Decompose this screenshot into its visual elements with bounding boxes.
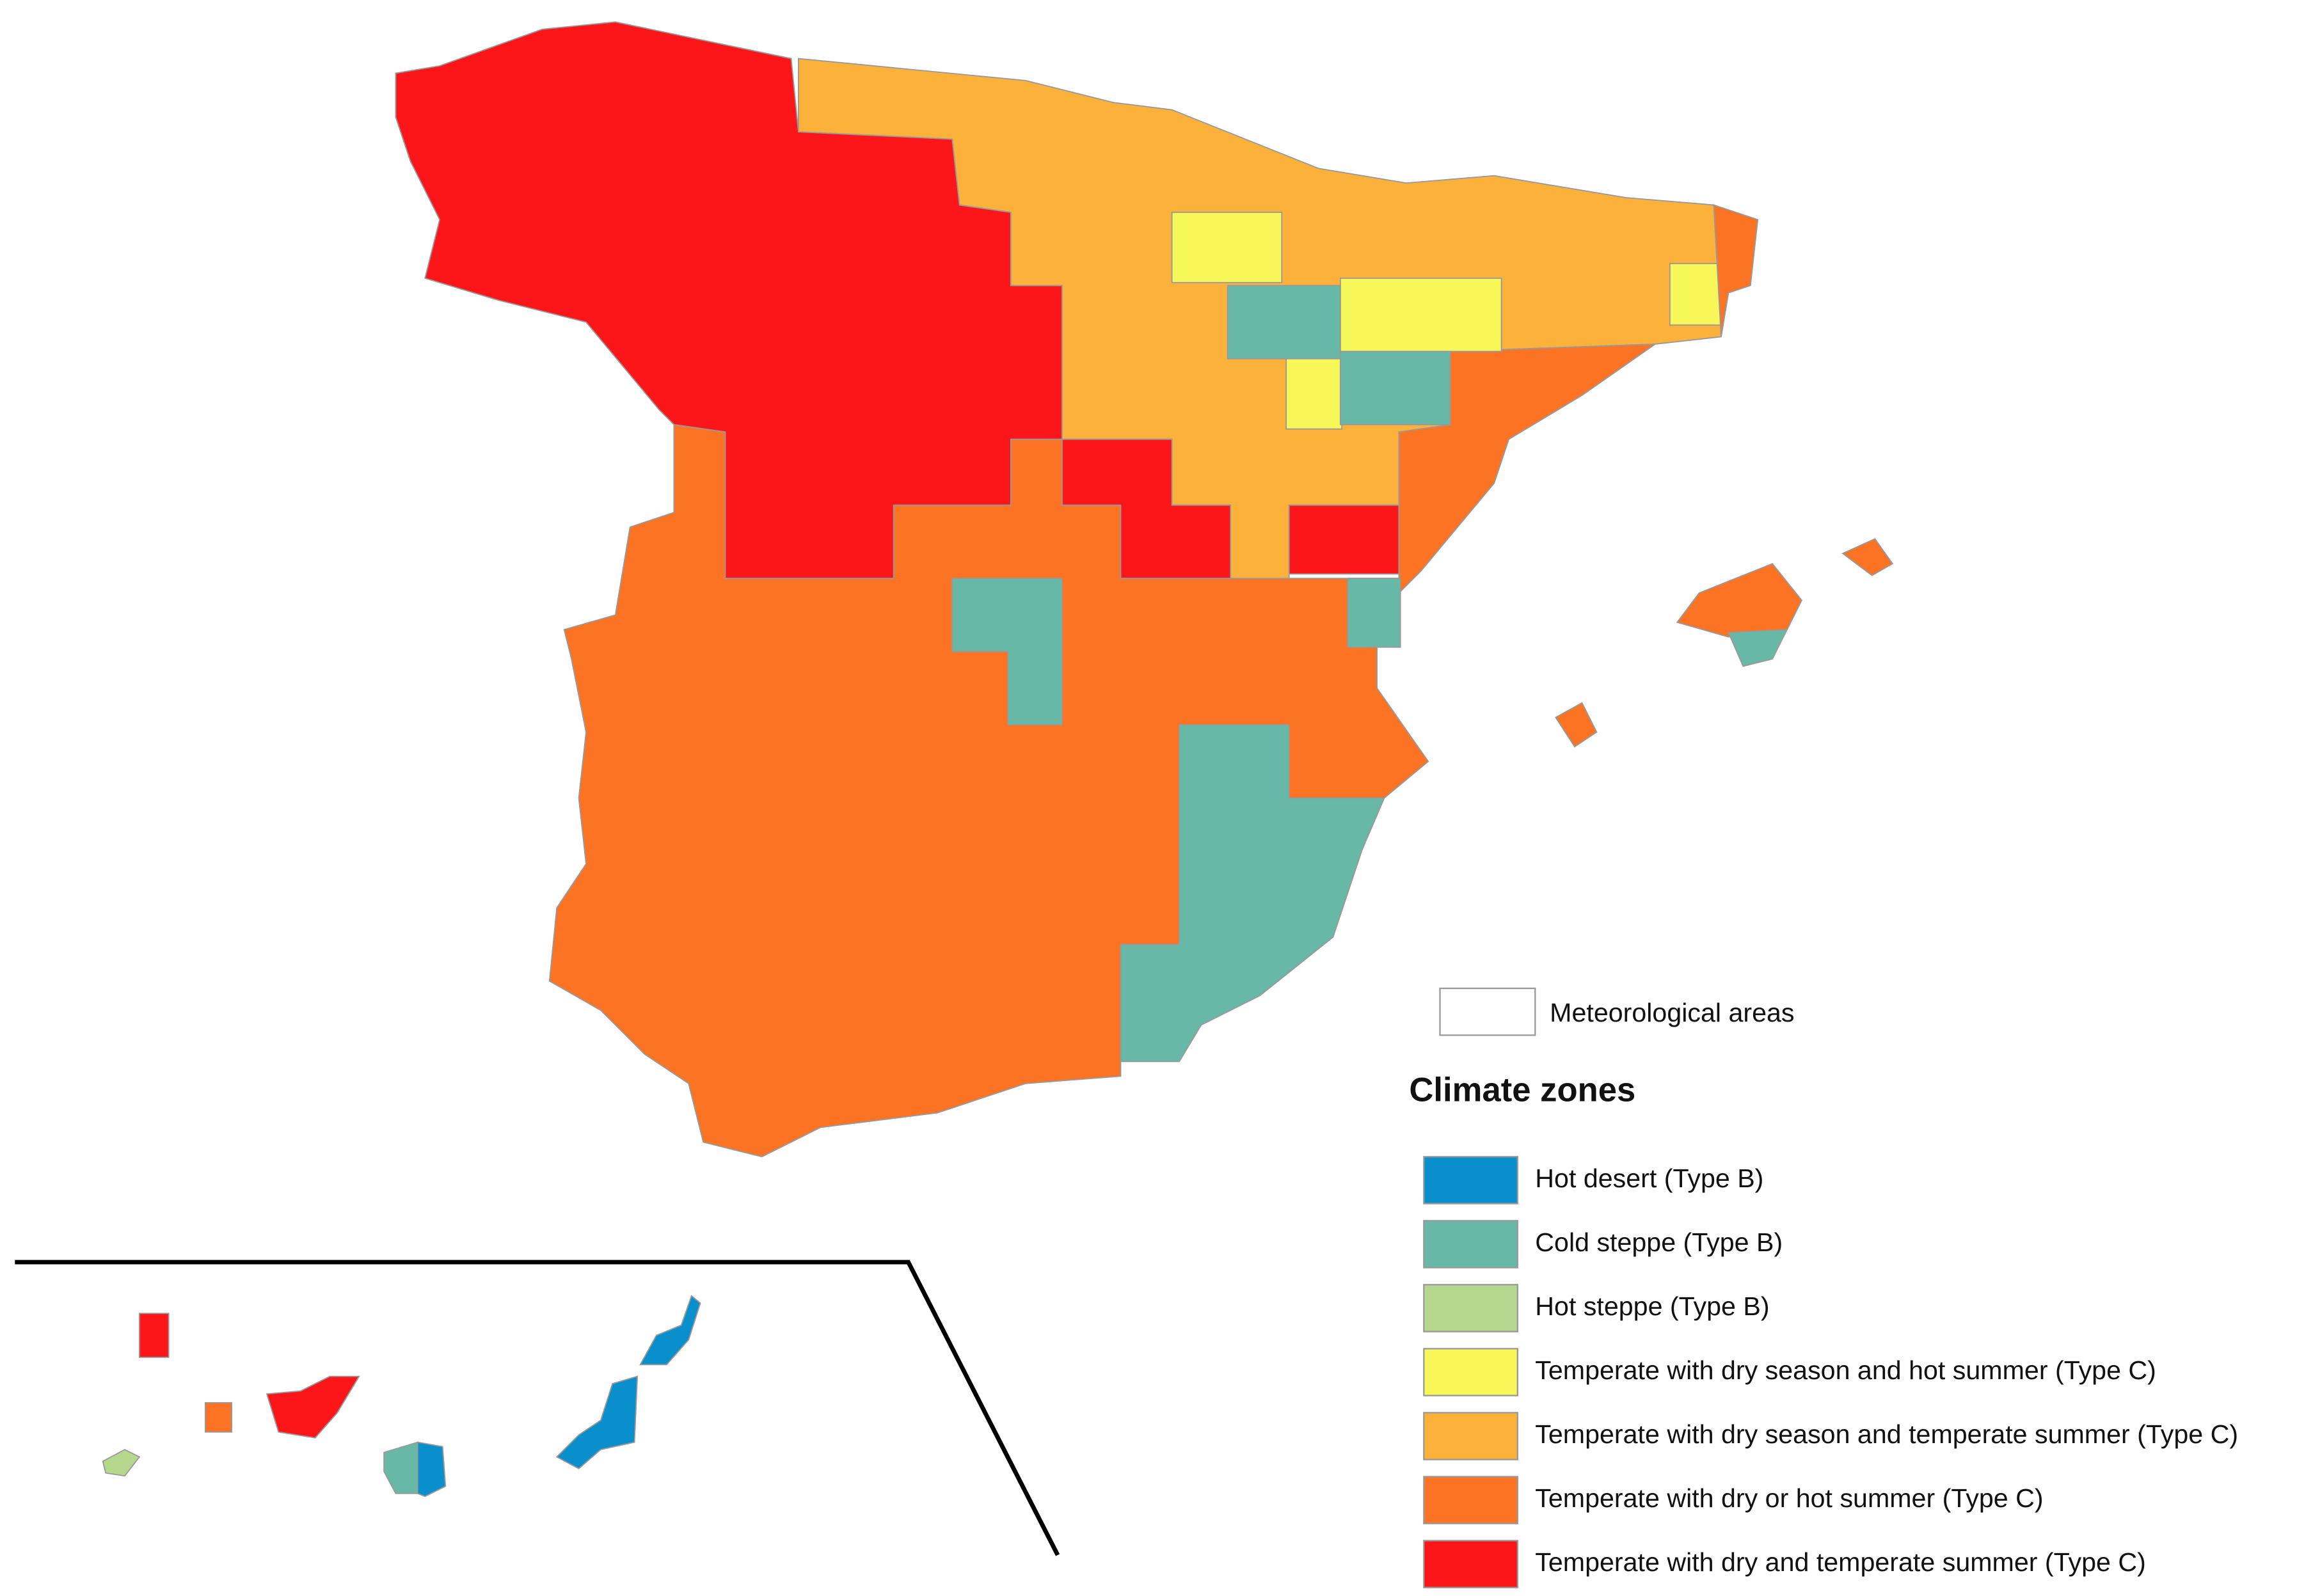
region <box>138 1313 170 1358</box>
region <box>102 1449 141 1477</box>
region <box>204 1402 233 1433</box>
region <box>383 1441 418 1494</box>
boundary-swatch <box>1439 987 1536 1036</box>
map-regions <box>102 21 1894 1497</box>
region <box>1669 263 1722 326</box>
region <box>1288 504 1400 575</box>
region <box>1339 351 1451 425</box>
region <box>951 578 1063 725</box>
region <box>1285 355 1343 430</box>
legend-label: Temperate with dry season and hot summer… <box>1535 1355 2156 1385</box>
region <box>555 1375 639 1469</box>
legend: Hot desert (Type B) Cold steppe (Type B) H… <box>1423 1156 2238 1588</box>
legend-label: Temperate with dry season and temperate … <box>1535 1419 2238 1449</box>
legend-swatch <box>1423 1540 1518 1588</box>
legend-swatch <box>1423 1284 1518 1332</box>
region <box>1728 629 1788 667</box>
region <box>1347 578 1401 648</box>
region <box>395 21 1063 580</box>
legend-swatch <box>1423 1156 1518 1205</box>
region <box>639 1295 701 1366</box>
legend-label: Temperate with dry and temperate summer … <box>1535 1547 2146 1577</box>
legend-label: Cold steppe (Type B) <box>1535 1228 1783 1257</box>
region <box>1555 702 1598 748</box>
region <box>417 1441 447 1497</box>
region <box>1339 277 1502 352</box>
legend-swatch <box>1423 1220 1518 1268</box>
legend-swatch <box>1423 1412 1518 1460</box>
boundary-label: Meteorological areas <box>1550 998 1794 1027</box>
region <box>1676 563 1802 638</box>
region <box>266 1375 360 1439</box>
legend-label: Hot steppe (Type B) <box>1535 1292 1769 1321</box>
legend-label: Hot desert (Type B) <box>1535 1164 1763 1193</box>
legend-title: Climate zones <box>1409 1071 1635 1109</box>
region <box>1120 724 1385 1063</box>
region <box>1713 204 1759 337</box>
region <box>1841 538 1894 576</box>
region <box>1227 285 1341 359</box>
region <box>1061 438 1232 580</box>
region <box>1171 211 1283 283</box>
inset-border <box>15 1260 1060 1556</box>
legend-swatch <box>1423 1348 1518 1396</box>
legend-swatch <box>1423 1476 1518 1524</box>
legend-label: Temperate with dry or hot summer (Type C… <box>1535 1483 2043 1513</box>
